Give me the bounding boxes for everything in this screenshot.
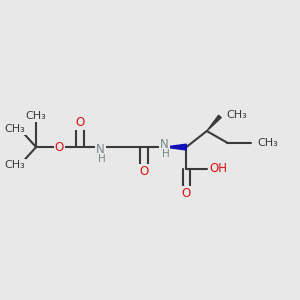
- Text: O: O: [182, 187, 191, 200]
- Polygon shape: [207, 115, 221, 131]
- Text: OH: OH: [209, 163, 227, 176]
- Text: H: H: [98, 154, 106, 164]
- Polygon shape: [164, 144, 186, 150]
- Text: CH₃: CH₃: [5, 160, 26, 170]
- Text: CH₃: CH₃: [257, 138, 278, 148]
- Text: CH₃: CH₃: [5, 124, 26, 134]
- Text: H: H: [162, 149, 170, 159]
- Text: O: O: [140, 165, 149, 178]
- Text: N: N: [96, 143, 105, 156]
- Text: CH₃: CH₃: [26, 111, 46, 121]
- Text: CH₃: CH₃: [226, 110, 247, 120]
- Text: O: O: [55, 141, 64, 154]
- Text: O: O: [75, 116, 85, 129]
- Text: N: N: [160, 138, 169, 151]
